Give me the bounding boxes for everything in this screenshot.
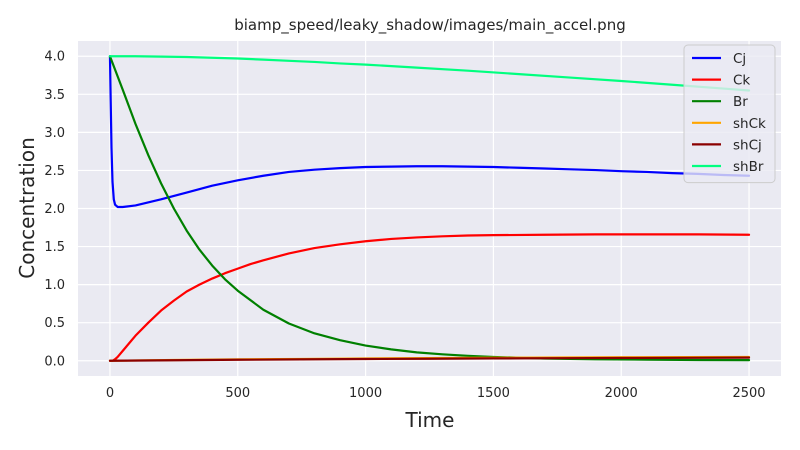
y-tick-label: 0.5 xyxy=(44,316,65,331)
y-tick-label: 1.0 xyxy=(44,278,65,293)
series-layer xyxy=(108,55,751,362)
tick-labels: 0 500 1000 1500 2000 2500 0.0 0.5 1.0 1.5 2.0 2.5 3.… xyxy=(44,50,765,401)
legend-label: Br xyxy=(733,94,748,110)
y-tick-label: 3.0 xyxy=(44,126,65,141)
x-tick-label: 1000 xyxy=(349,386,382,401)
y-tick-label: 2.5 xyxy=(44,164,65,179)
x-tick-label: 2500 xyxy=(732,386,765,401)
y-tick-label: 3.5 xyxy=(44,88,65,103)
legend: Cj Ck Br shCk shCj shBr xyxy=(683,44,776,184)
x-tick-label: 2000 xyxy=(605,386,638,401)
y-axis-title: Concentration xyxy=(15,137,39,278)
x-axis-title: Time xyxy=(405,408,455,432)
y-tick-label: 2.0 xyxy=(44,202,65,217)
legend-label: shBr xyxy=(733,159,764,175)
legend-label: shCj xyxy=(733,137,762,153)
series-line-shcj xyxy=(108,356,751,362)
series-line-shbr xyxy=(108,55,751,92)
chart-title: biamp_speed/leaky_shadow/images/main_acc… xyxy=(234,16,626,35)
series-line-ck xyxy=(108,233,751,362)
legend-label: shCk xyxy=(733,116,766,132)
y-tick-label: 0.0 xyxy=(44,354,65,369)
y-tick-label: 4.0 xyxy=(44,50,65,65)
legend-label: Cj xyxy=(733,51,746,67)
x-tick-label: 500 xyxy=(225,386,250,401)
y-tick-label: 1.5 xyxy=(44,240,65,255)
x-tick-label: 1500 xyxy=(477,386,510,401)
legend-label: Ck xyxy=(733,73,750,89)
x-tick-label: 0 xyxy=(106,386,114,401)
series-line-cj xyxy=(108,55,751,209)
